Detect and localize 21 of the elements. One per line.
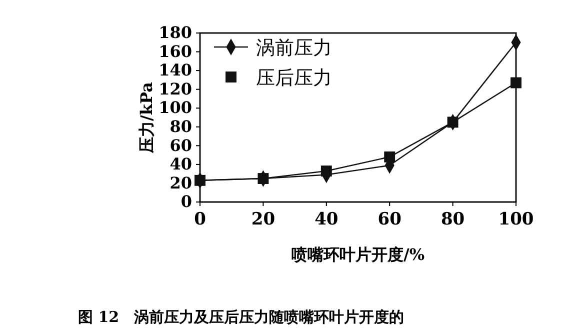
y-tick-label: 120 <box>158 79 192 98</box>
x-tick-label: 0 <box>194 209 206 230</box>
y-tick-label: 100 <box>158 98 192 118</box>
legend-label: 涡前压力 <box>256 37 332 59</box>
y-axis-title: 压力/kPa <box>137 82 156 154</box>
x-tick-label: 100 <box>498 209 534 230</box>
caption: 图 12 涡前压力及压后压力随喷嘴环叶片开度的 <box>78 308 404 326</box>
y-tick-label: 0 <box>180 192 192 212</box>
y-tick-label: 140 <box>158 60 192 80</box>
y-tick-label: 180 <box>158 23 192 42</box>
y-tick-label: 20 <box>170 173 192 192</box>
y-tick-label: 40 <box>170 154 192 174</box>
x-tick-label: 20 <box>251 209 276 230</box>
x-tick-label: 80 <box>440 209 465 230</box>
y-tick-label: 160 <box>158 42 192 61</box>
legend-label: 压后压力 <box>256 67 332 89</box>
y-tick-label: 60 <box>170 136 192 155</box>
x-tick-label: 40 <box>314 209 338 230</box>
x-axis-title: 喷嘴环叶片开度/% <box>291 245 425 264</box>
x-tick-label: 60 <box>378 209 402 230</box>
y-tick-label: 80 <box>170 117 192 136</box>
